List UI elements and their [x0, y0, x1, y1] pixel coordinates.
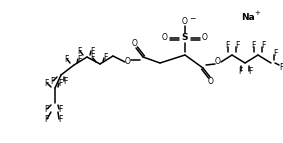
Text: Na: Na [241, 12, 255, 21]
Text: F: F [77, 54, 81, 63]
Text: F: F [58, 116, 62, 125]
Text: F: F [261, 41, 265, 50]
Text: O: O [202, 33, 208, 42]
Text: F: F [44, 116, 48, 125]
Text: S: S [182, 33, 188, 42]
Text: F: F [103, 53, 107, 62]
Text: F: F [279, 62, 283, 72]
Text: F: F [225, 41, 229, 50]
Text: O: O [162, 33, 168, 42]
Text: F: F [44, 79, 48, 88]
Text: F: F [58, 106, 62, 115]
Text: F: F [248, 67, 252, 77]
Text: F: F [238, 67, 242, 77]
Text: F: F [251, 41, 255, 50]
Text: F: F [90, 53, 94, 62]
Text: F: F [77, 46, 81, 55]
Text: +: + [254, 10, 260, 16]
Text: O: O [182, 17, 188, 26]
Text: F: F [64, 54, 68, 63]
Text: F: F [50, 78, 54, 87]
Text: O: O [215, 57, 221, 66]
Text: F: F [63, 78, 67, 87]
Text: O: O [208, 77, 214, 86]
Text: F: F [58, 79, 62, 88]
Text: O: O [132, 39, 138, 48]
Text: −: − [189, 14, 195, 23]
Text: O: O [125, 57, 131, 66]
Text: F: F [44, 106, 48, 115]
Text: F: F [273, 49, 277, 58]
Text: F: F [90, 46, 94, 55]
Text: F: F [235, 41, 239, 50]
